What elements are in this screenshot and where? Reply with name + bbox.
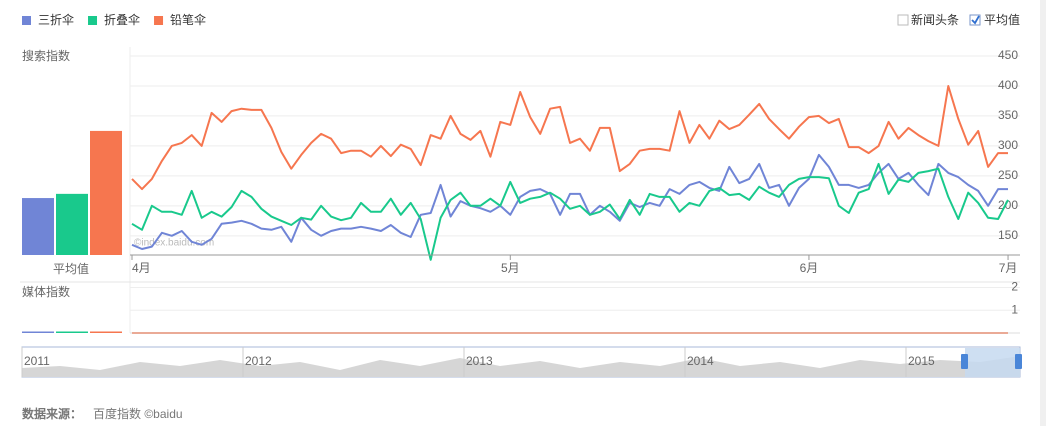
search-panel-title: 搜索指数 bbox=[22, 48, 70, 63]
average-bar bbox=[22, 198, 54, 255]
watermark: ©index.baidu.com bbox=[134, 238, 214, 249]
average-option[interactable]: 平均值 bbox=[984, 12, 1020, 27]
y-tick-label: 1 bbox=[1011, 302, 1018, 316]
y-tick-label: 400 bbox=[998, 78, 1018, 92]
source-label: 数据来源： bbox=[22, 406, 82, 421]
y-tick-label: 350 bbox=[998, 108, 1018, 122]
y-tick-label: 300 bbox=[998, 138, 1018, 152]
checkmark bbox=[971, 15, 980, 25]
year-label: 2015 bbox=[908, 354, 935, 368]
average-bar bbox=[90, 331, 122, 333]
year-label: 2014 bbox=[687, 354, 714, 368]
navigator-selection[interactable] bbox=[965, 348, 1020, 377]
media-panel-title: 媒体指数 bbox=[22, 284, 70, 299]
navigator-handle[interactable] bbox=[961, 354, 968, 369]
y-tick-label: 250 bbox=[998, 168, 1018, 182]
legend-swatch bbox=[88, 16, 98, 25]
navigator-silhouette bbox=[22, 356, 1020, 377]
year-label: 2011 bbox=[24, 354, 50, 368]
source: 百度指数 ©baidu bbox=[93, 406, 183, 421]
average-bar bbox=[90, 130, 122, 255]
x-tick-label: 5月 bbox=[501, 261, 520, 275]
year-label: 2013 bbox=[466, 354, 493, 368]
average-bar bbox=[22, 331, 54, 333]
y-tick-label: 150 bbox=[998, 228, 1018, 242]
average-bar bbox=[56, 193, 88, 255]
series-line bbox=[131, 85, 1008, 191]
series-line bbox=[131, 153, 1008, 250]
news-checkbox[interactable] bbox=[897, 14, 909, 26]
series-line bbox=[131, 162, 1009, 261]
average-checkbox[interactable] bbox=[969, 14, 981, 26]
legend-swatch bbox=[22, 16, 31, 25]
navigator: 2011 2012 2013 2014 2015 bbox=[21, 346, 1022, 378]
legend-swatch bbox=[154, 16, 164, 25]
legend: 三折伞 折叠伞 铅笔伞 bbox=[22, 12, 206, 27]
y-tick-label: 2 bbox=[1011, 280, 1018, 294]
legend-label: 铅笔伞 bbox=[170, 12, 206, 27]
average-label: 平均值 bbox=[53, 261, 89, 276]
legend-label: 三折伞 bbox=[38, 12, 74, 27]
scrollbar bbox=[1040, 0, 1046, 426]
y-tick-label: 450 bbox=[998, 48, 1018, 62]
news-option[interactable]: 新闻头条 bbox=[911, 12, 959, 27]
navigator-handle[interactable] bbox=[1015, 354, 1022, 369]
options: 新闻头条 平均值 bbox=[897, 12, 1020, 27]
x-tick-label: 6月 bbox=[800, 261, 819, 275]
x-tick-label: 4月 bbox=[132, 261, 151, 275]
average-bar bbox=[56, 331, 88, 333]
legend-label: 折叠伞 bbox=[104, 12, 140, 27]
year-label: 2012 bbox=[245, 354, 272, 368]
x-tick-label: 7月 bbox=[999, 261, 1018, 275]
